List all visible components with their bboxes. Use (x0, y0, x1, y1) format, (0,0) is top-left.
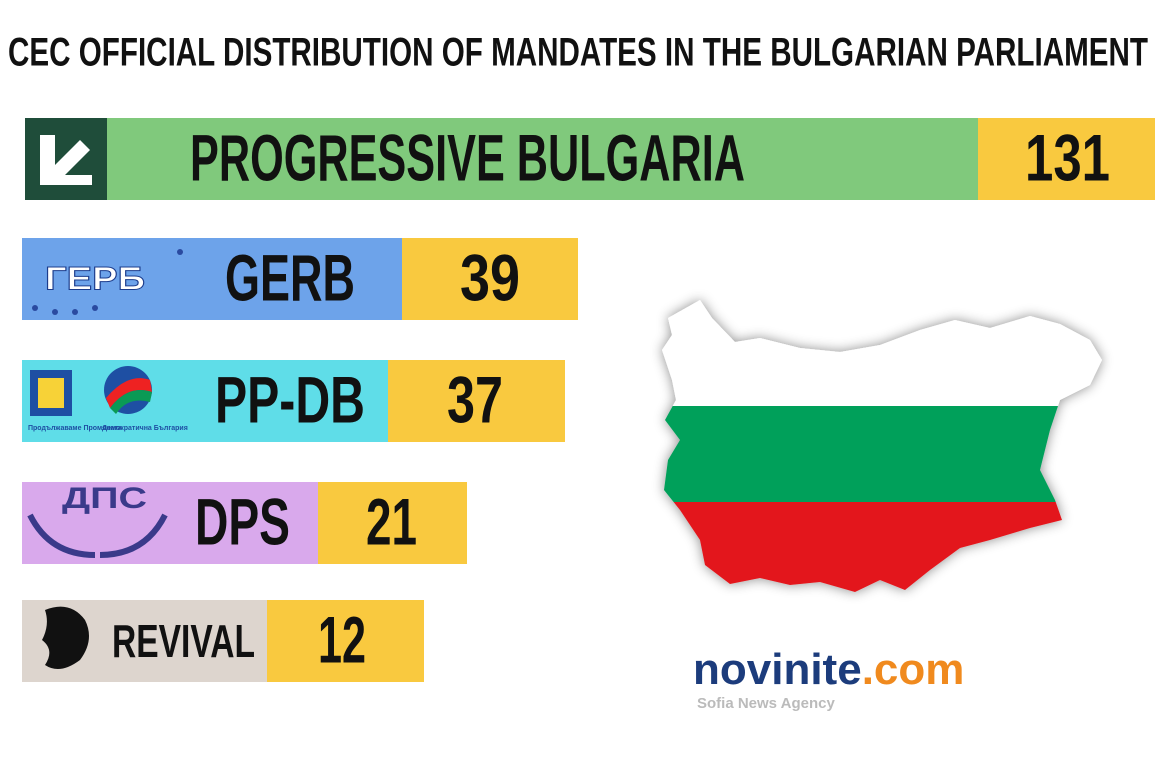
dps-laurel (27, 513, 168, 558)
title: CEC OFFICIAL DISTRIBUTION OF MANDATES IN… (8, 31, 1148, 75)
party-bar (22, 360, 388, 442)
brand-main: novinite (693, 645, 862, 694)
pp-logo-inner (38, 378, 64, 408)
party-bar (22, 238, 402, 320)
bulgaria-map (662, 300, 1102, 592)
gerb-star (92, 305, 98, 311)
seats-box (978, 118, 1155, 200)
party-seats: 21 (366, 484, 417, 558)
party-seats: 37 (447, 362, 503, 436)
seats-box (388, 360, 565, 442)
seats-box (402, 238, 578, 320)
gerb-star (72, 309, 78, 315)
brand-suffix: .com (862, 645, 965, 694)
party-name: REVIVAL (112, 615, 255, 667)
party-bar (25, 118, 978, 200)
gerb-logo-text: ГЕРБ (45, 260, 145, 296)
party-seats: 39 (460, 240, 520, 314)
party-seats: 12 (318, 602, 366, 676)
db-logo-text: Демократична България (102, 425, 188, 432)
gerb-star (177, 249, 183, 255)
pb-arrow (40, 135, 92, 185)
party-name: PROGRESSIVE BULGARIA (190, 120, 745, 194)
seats-box (267, 600, 424, 682)
party-name: DPS (195, 484, 290, 558)
brand-name: novinite.com (693, 645, 964, 694)
db-logo-stripe (106, 378, 152, 408)
gerb-star (52, 309, 58, 315)
brand-tagline: Sofia News Agency (697, 695, 835, 712)
gerb-star (32, 305, 38, 311)
dps-logo-text: ДПС (62, 482, 147, 515)
db-logo-stripe2 (110, 390, 152, 414)
seats-box (318, 482, 467, 564)
pp-logo-text: Продължаваме Промяната (28, 425, 122, 432)
party-name: PP-DB (215, 362, 365, 436)
revival-lion (42, 606, 89, 669)
party-name: GERB (225, 240, 355, 314)
party-seats: 131 (1025, 120, 1110, 194)
